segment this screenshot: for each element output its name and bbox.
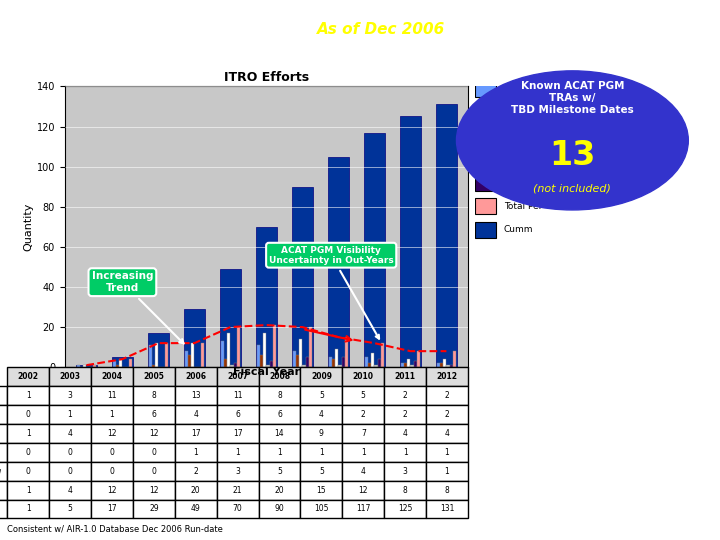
Bar bbox=[256, 227, 277, 367]
Bar bbox=[84, 365, 86, 367]
Bar bbox=[292, 187, 313, 367]
Bar bbox=[220, 269, 241, 367]
Bar bbox=[475, 127, 496, 144]
Bar bbox=[475, 221, 496, 238]
Bar bbox=[335, 349, 338, 367]
Bar bbox=[332, 359, 336, 367]
Bar bbox=[237, 327, 240, 367]
Bar bbox=[404, 363, 408, 367]
Bar bbox=[269, 361, 273, 367]
Text: NAV: NAV bbox=[518, 23, 560, 42]
Text: Increasing
Trend: Increasing Trend bbox=[91, 272, 184, 343]
Bar bbox=[309, 327, 312, 367]
Bar bbox=[443, 359, 446, 367]
Text: ACAT PGM Visibility
Uncertainty in Out-Years: ACAT PGM Visibility Uncertainty in Out-Y… bbox=[269, 246, 394, 339]
Text: TRAs Per Year: TRAs Per Year bbox=[504, 131, 564, 140]
Bar bbox=[413, 361, 417, 367]
Text: Continued: Continued bbox=[504, 108, 550, 117]
Y-axis label: Quantity: Quantity bbox=[24, 202, 34, 251]
Bar bbox=[156, 343, 158, 367]
Text: Known ACAT PGM
TRAs w/
TBD Milestone Dates: Known ACAT PGM TRAs w/ TBD Milestone Dat… bbox=[511, 82, 634, 114]
Bar bbox=[436, 363, 440, 367]
Bar bbox=[152, 365, 156, 367]
Bar bbox=[341, 357, 345, 367]
Bar bbox=[300, 339, 302, 367]
Text: Total Per Year: Total Per Year bbox=[504, 202, 564, 211]
Bar bbox=[365, 357, 368, 367]
Bar bbox=[224, 359, 228, 367]
Bar bbox=[192, 343, 194, 367]
Bar bbox=[410, 365, 413, 367]
Bar bbox=[364, 132, 385, 367]
Bar bbox=[475, 198, 496, 214]
Text: Cumm: Cumm bbox=[504, 225, 534, 234]
Bar bbox=[368, 363, 372, 367]
Circle shape bbox=[456, 71, 688, 210]
Bar bbox=[377, 359, 381, 367]
Bar bbox=[76, 365, 80, 367]
Text: 13: 13 bbox=[549, 139, 595, 172]
Bar bbox=[302, 365, 305, 367]
Bar bbox=[112, 361, 116, 367]
Bar bbox=[273, 325, 276, 367]
Bar bbox=[475, 175, 496, 191]
Bar bbox=[233, 363, 237, 367]
Bar bbox=[328, 157, 349, 367]
Bar bbox=[116, 365, 119, 367]
Bar bbox=[257, 345, 260, 367]
Bar bbox=[120, 359, 122, 367]
Title: ITRO Efforts: ITRO Efforts bbox=[224, 71, 309, 84]
Bar bbox=[266, 365, 269, 367]
Bar bbox=[230, 365, 233, 367]
Bar bbox=[76, 365, 97, 367]
Text: ITRO TRA/TMA Activities: ITRO TRA/TMA Activities bbox=[7, 17, 349, 41]
Bar bbox=[475, 151, 496, 167]
Bar bbox=[417, 351, 420, 367]
Bar bbox=[260, 355, 264, 367]
Bar bbox=[453, 351, 456, 367]
Bar bbox=[305, 357, 309, 367]
Text: As of Dec 2006: As of Dec 2006 bbox=[317, 22, 445, 37]
Bar bbox=[201, 343, 204, 367]
Text: AIR: AIR bbox=[598, 23, 632, 42]
Bar bbox=[93, 365, 96, 367]
Text: Semi-An Mat Rvw: Semi-An Mat Rvw bbox=[504, 178, 583, 187]
Bar bbox=[184, 309, 205, 367]
Bar bbox=[381, 343, 384, 367]
Bar bbox=[400, 117, 421, 367]
Bar bbox=[436, 104, 457, 367]
Text: Annual TMA: Annual TMA bbox=[504, 155, 557, 164]
Bar bbox=[184, 351, 188, 367]
Bar bbox=[149, 345, 152, 367]
Bar bbox=[112, 357, 133, 367]
Bar bbox=[296, 355, 300, 367]
Bar bbox=[440, 363, 443, 367]
Text: Fiscal Year: Fiscal Year bbox=[233, 367, 300, 377]
Bar bbox=[264, 333, 266, 367]
Bar bbox=[188, 355, 192, 367]
Bar bbox=[449, 365, 453, 367]
Bar bbox=[374, 365, 377, 367]
Bar bbox=[475, 80, 496, 97]
Bar bbox=[475, 104, 496, 120]
Bar bbox=[345, 337, 348, 367]
Bar bbox=[408, 359, 410, 367]
Bar bbox=[129, 359, 132, 367]
Bar bbox=[400, 363, 404, 367]
Bar bbox=[220, 341, 224, 367]
Bar bbox=[165, 343, 168, 367]
Bar bbox=[148, 333, 169, 367]
Text: New Starts: New Starts bbox=[504, 84, 553, 93]
Bar bbox=[446, 365, 449, 367]
Bar bbox=[338, 365, 341, 367]
Bar bbox=[372, 353, 374, 367]
Text: (not included): (not included) bbox=[534, 184, 611, 194]
Bar bbox=[292, 351, 296, 367]
Bar bbox=[227, 333, 230, 367]
Bar bbox=[328, 357, 332, 367]
Text: Consistent w/ AIR-1.0 Database Dec 2006 Run-date: Consistent w/ AIR-1.0 Database Dec 2006 … bbox=[7, 524, 223, 534]
